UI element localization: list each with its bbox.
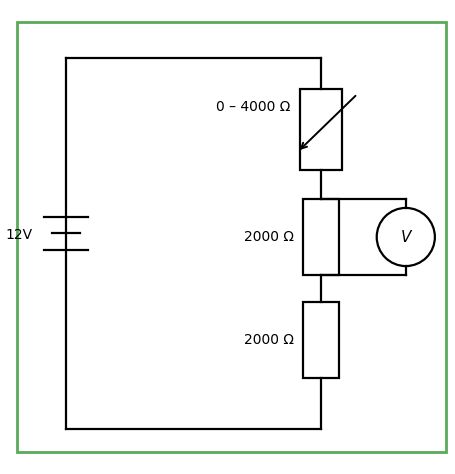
- Text: 2000 Ω: 2000 Ω: [244, 333, 294, 347]
- Bar: [303, 199, 339, 275]
- Text: 0 – 4000 Ω: 0 – 4000 Ω: [217, 100, 291, 114]
- Bar: [303, 302, 339, 378]
- Text: 12V: 12V: [5, 228, 32, 242]
- Text: 2000 Ω: 2000 Ω: [244, 230, 294, 244]
- Bar: [300, 90, 342, 170]
- Text: V: V: [400, 229, 411, 245]
